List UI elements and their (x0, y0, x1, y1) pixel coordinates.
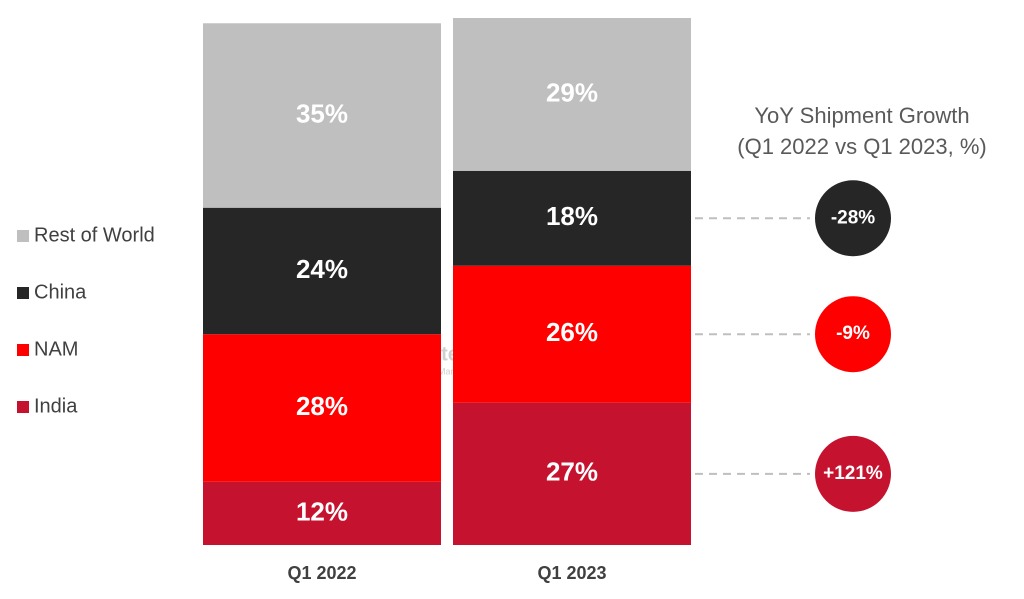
x-tick-label: Q1 2023 (537, 563, 606, 583)
bar-segment (203, 481, 441, 545)
bar-segment (203, 334, 441, 482)
growth-subtitle: (Q1 2022 vs Q1 2023, %) (737, 134, 986, 159)
watermark-tagline: Technology Market Research (390, 366, 507, 376)
growth-circle (815, 180, 891, 257)
legend-label: NAM (34, 338, 78, 360)
growth-title: YoY Shipment Growth (754, 103, 969, 128)
legend-swatch (17, 344, 29, 356)
data-label: 26% (546, 317, 598, 347)
bar-segment (203, 23, 441, 208)
growth-label: -28% (831, 207, 875, 228)
legend-swatch (17, 401, 29, 413)
x-tick-label: Q1 2022 (287, 563, 356, 583)
data-label: 29% (546, 77, 598, 107)
data-label: 18% (546, 201, 598, 231)
legend-swatch (17, 230, 29, 242)
growth-label: -9% (836, 323, 870, 344)
data-label: 24% (296, 254, 348, 284)
legend-label: Rest of World (34, 224, 155, 246)
bar-segment (453, 18, 691, 171)
bar-segment (453, 170, 691, 266)
bar-segment (453, 402, 691, 545)
growth-label: +121% (823, 463, 883, 484)
data-label: 27% (546, 457, 598, 487)
data-label: 28% (296, 391, 348, 421)
bar-segment (453, 265, 691, 403)
bar-segment (203, 207, 441, 335)
legend-label: China (34, 281, 87, 303)
data-label: 35% (296, 98, 348, 128)
growth-circle (815, 296, 891, 373)
legend-swatch (17, 287, 29, 299)
legend-label: India (34, 395, 78, 417)
data-label: 12% (296, 496, 348, 526)
growth-circle (815, 435, 891, 512)
